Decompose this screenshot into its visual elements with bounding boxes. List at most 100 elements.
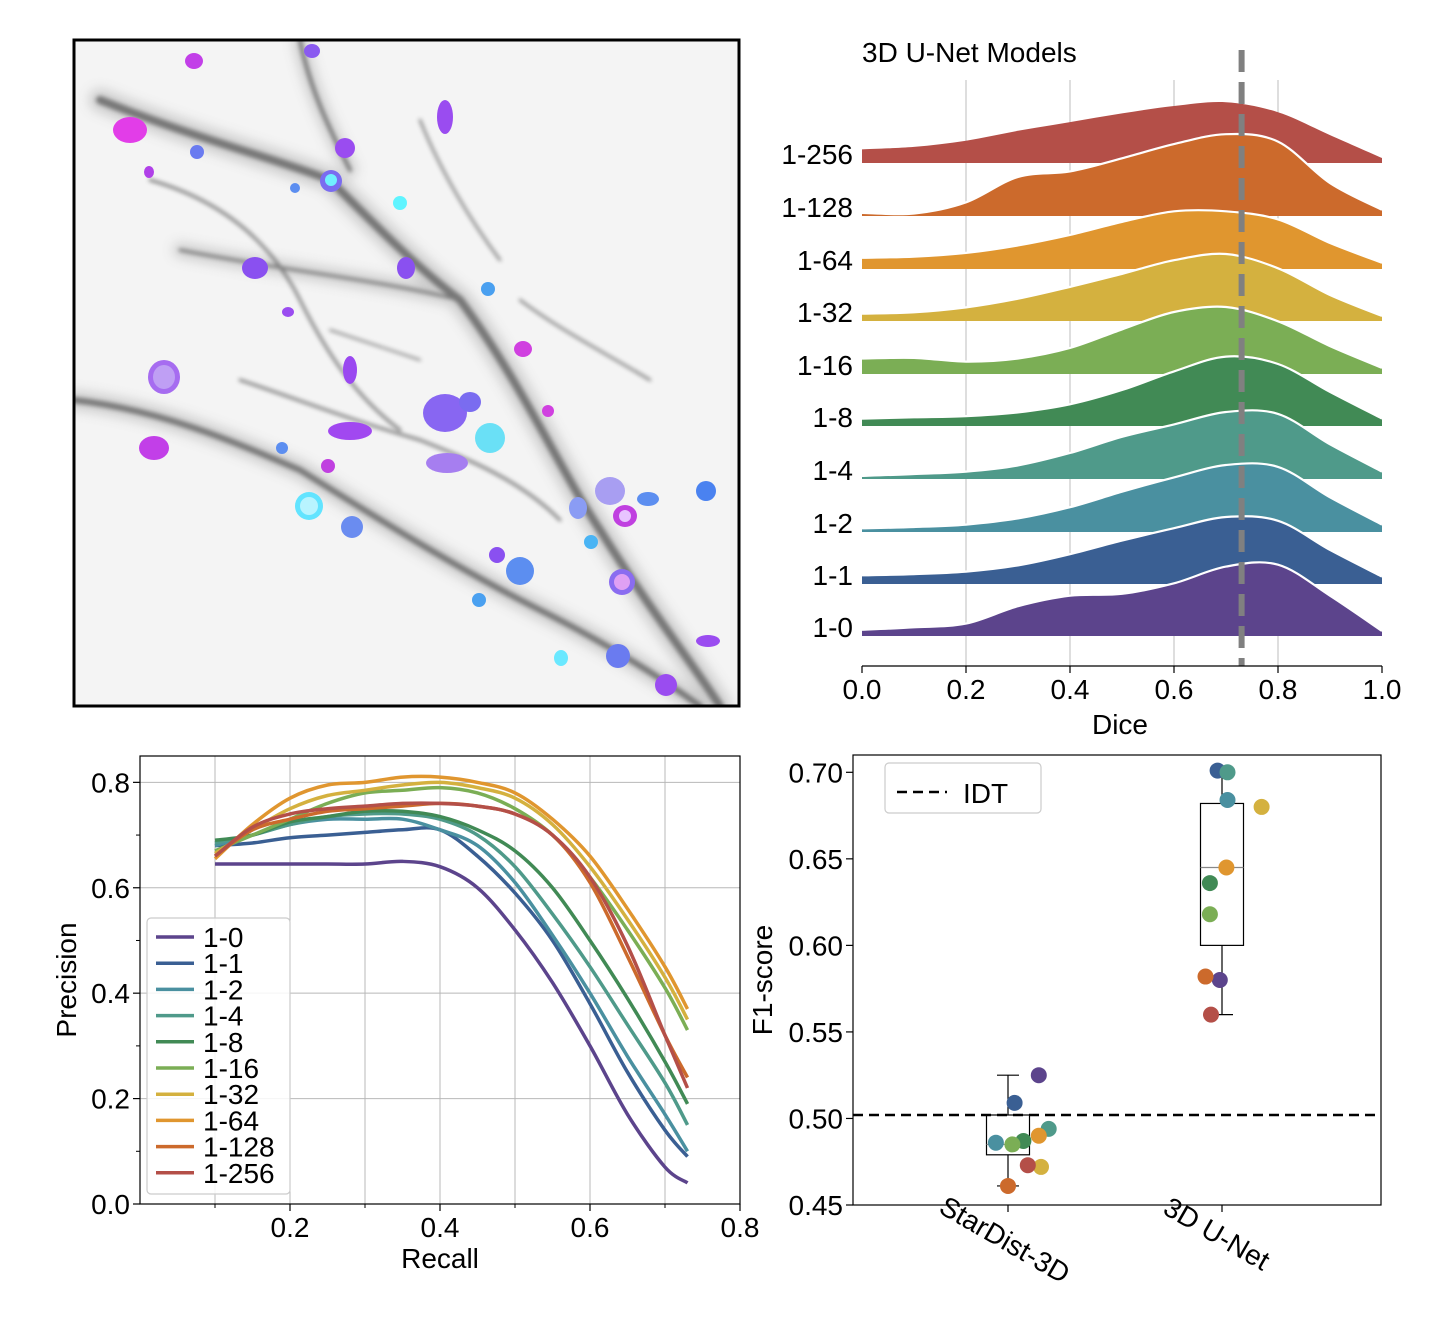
ridge-series-label: 1-0: [813, 612, 853, 643]
f1-y-tick-label: 0.65: [789, 844, 844, 875]
ridge-area: [862, 133, 1382, 216]
f1-point: [987, 1134, 1004, 1151]
f1-y-label: F1-score: [747, 925, 778, 1035]
ridge-x-tick-label: 1.0: [1363, 674, 1402, 705]
pr-series-line: [214, 808, 690, 1105]
cell-marker: [426, 453, 468, 473]
cell-marker: [584, 535, 598, 549]
f1-point: [1000, 1177, 1016, 1194]
pr-series-line: [213, 801, 690, 1089]
pr-y-label: Precision: [51, 922, 82, 1037]
cell-marker: [489, 547, 505, 563]
f1-legend-box: [884, 762, 1042, 814]
cell-marker: [655, 674, 677, 696]
cell-marker: [696, 481, 716, 501]
f1-axis-ticks: 0.45 0.50 0.55 0.60 0.65 0.70: [789, 757, 1223, 1221]
ridge-series-label: 1-32: [797, 297, 853, 328]
f1-point: [1019, 1157, 1036, 1174]
cell-marker: [242, 257, 268, 279]
cell-marker: [475, 423, 505, 453]
pr-x-tick-label: 0.6: [571, 1212, 610, 1243]
cell-marker: [290, 183, 300, 193]
f1-legend: IDT: [884, 762, 1042, 814]
cell-marker: [397, 257, 415, 279]
pr-y-tick-label: 0.0: [91, 1189, 130, 1220]
f1-point: [1006, 1094, 1023, 1111]
f1-y-tick-label: 0.45: [789, 1190, 844, 1221]
cell-marker: [341, 516, 363, 538]
pr-y-tick-label: 0.2: [91, 1084, 130, 1115]
f1-point: [1211, 972, 1228, 988]
precision-recall-panel: 0.2 0.4 0.6 0.8 0.0 0.2 0.4 0.6 0.8 Recall Preci…: [51, 755, 760, 1274]
ridge-outline: [861, 561, 1383, 632]
pr-legend-label: 1-16: [203, 1053, 259, 1084]
cell-marker: [113, 117, 147, 143]
pr-legend-label: 1-1: [203, 948, 243, 979]
f1-y-tick-label: 0.50: [789, 1103, 844, 1134]
ridge-area: [862, 101, 1382, 163]
micrograph-neurites: [74, 40, 731, 706]
pr-x-tick-label: 0.8: [721, 1212, 760, 1243]
f1-y-tick-label: 0.55: [789, 1017, 844, 1048]
cell-marker: [506, 557, 534, 585]
pr-legend-label: 1-2: [203, 974, 243, 1005]
f1-point: [1203, 1006, 1219, 1023]
cell-marker: [343, 356, 357, 384]
pr-series-line: [213, 774, 690, 1010]
ridge-series-label: 1-8: [813, 402, 853, 433]
cell-marker: [139, 436, 169, 460]
cell-marker: [606, 644, 630, 668]
f1-point: [1030, 1127, 1047, 1144]
cell-marker: [459, 392, 481, 412]
ridge-outline: [861, 132, 1383, 216]
f1-point: [1253, 798, 1270, 815]
f1-point: [1004, 1136, 1021, 1153]
ridgeline-areas: [861, 101, 1383, 636]
category-label-unet: 3D U-Net: [1158, 1191, 1275, 1276]
ridge-outline: [861, 252, 1383, 318]
ridge-outline: [861, 515, 1383, 578]
ridge-outline: [861, 462, 1383, 530]
cell-marker: [696, 635, 720, 647]
ridgeline-series-labels: 1-256 1-128 1-64 1-32 1-16 1-8 1-4 1-2 1-1 1-0: [781, 139, 853, 643]
cell-marker: [276, 442, 288, 454]
cell-marker: [423, 394, 467, 432]
pr-legend-label: 1-128: [203, 1132, 275, 1163]
ridgeline-title: 3D U-Net Models: [862, 37, 1077, 68]
segmented-cells: [113, 44, 720, 696]
pr-series-line: [214, 811, 690, 1126]
cell-marker: [328, 422, 372, 440]
pr-series-line: [214, 859, 689, 1185]
cell-marker: [282, 307, 294, 317]
ridge-x-tick-label: 0.4: [1051, 674, 1090, 705]
cell-marker: [325, 174, 337, 186]
cell-marker: [481, 282, 495, 296]
pr-legend-label: 1-8: [203, 1027, 243, 1058]
pr-legend-label: 1-0: [203, 922, 243, 953]
f1-y-tick-label: 0.60: [789, 930, 844, 961]
ridge-area: [862, 210, 1382, 269]
f1-points: [987, 762, 1270, 1194]
pr-x-tick-label: 0.2: [271, 1212, 310, 1243]
pr-legend-label: 1-32: [203, 1079, 259, 1110]
micrograph-background: [74, 40, 739, 706]
cell-marker: [637, 492, 659, 506]
ridge-outline: [861, 409, 1383, 477]
box-body: [985, 1114, 1031, 1156]
ridge-outline: [861, 355, 1383, 420]
ridge-series-label: 1-128: [781, 192, 853, 223]
f1-panel: 0.450.500.550.600.650.70 F1-score IDT St…: [747, 754, 1382, 1289]
micrograph-frame: [72, 38, 741, 708]
ridge-x-tick-label: 0.6: [1155, 674, 1194, 705]
ridgeline-x-ticks: 0.0 0.2 0.4 0.6 0.8 1.0: [843, 666, 1402, 705]
pr-legend-label: 1-256: [203, 1158, 275, 1189]
cell-marker: [185, 53, 203, 69]
pr-x-tick-label: 0.4: [421, 1212, 460, 1243]
ridge-series-label: 1-16: [797, 350, 853, 381]
cell-marker: [595, 477, 625, 505]
cell-marker: [304, 44, 320, 58]
box-body: [1199, 802, 1245, 946]
pr-y-tick-label: 0.6: [91, 873, 130, 904]
cell-marker: [153, 365, 175, 389]
cell-marker: [393, 196, 407, 210]
